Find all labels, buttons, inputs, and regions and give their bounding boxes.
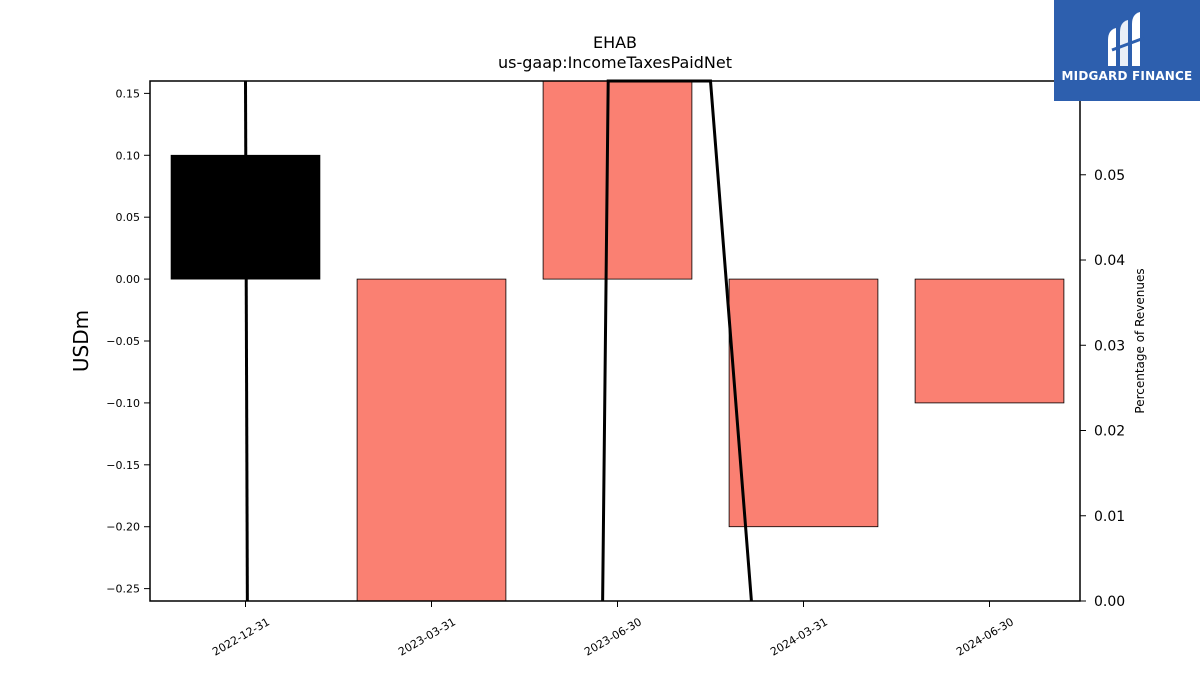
y2-tick-label: 0.02 — [1094, 424, 1125, 440]
bar-2023-06-30 — [542, 80, 693, 280]
y-tick-label: −0.05 — [106, 335, 140, 348]
y-tick-label: −0.20 — [106, 521, 140, 534]
x-tick-label: 2024-06-30 — [954, 615, 1016, 658]
y-tick-label: 0.05 — [116, 211, 141, 224]
y2-axis: 0.00 0.01 0.02 0.03 0.04 0.05 — [1080, 168, 1125, 610]
x-tick-label: 2023-03-31 — [396, 615, 458, 658]
y2-tick-label: 0.01 — [1094, 509, 1125, 525]
y2-axis-label: Percentage of Revenues — [1133, 268, 1147, 413]
y-axis-label: USDm — [69, 310, 93, 372]
y2-tick-label: 0.00 — [1094, 594, 1125, 610]
y-tick-label: −0.25 — [106, 583, 140, 596]
chart-subtitle: us-gaap:IncomeTaxesPaidNet — [498, 53, 732, 72]
y-tick-label: 0.15 — [116, 87, 141, 100]
bar-2023-03-31 — [356, 278, 507, 602]
bars-group — [170, 80, 1065, 602]
logo-mark-icon — [1108, 12, 1145, 66]
y-tick-label: −0.10 — [106, 397, 140, 410]
chart-title: EHAB — [593, 33, 637, 52]
x-tick-label: 2022-12-31 — [210, 615, 272, 658]
y2-tick-label: 0.03 — [1094, 338, 1125, 354]
y-axis: 0.15 0.10 0.05 0.00 −0.05 −0.10 −0.15 −0.20 −0.2… — [106, 87, 150, 596]
brand-logo: MIDGARD FINANCE — [1054, 0, 1200, 101]
logo-text: MIDGARD FINANCE — [1061, 69, 1193, 83]
y2-tick-label: 0.05 — [1094, 168, 1125, 184]
y-tick-label: 0.10 — [116, 149, 141, 162]
line-segment-0 — [244, 80, 249, 602]
x-tick-label: 2023-06-30 — [582, 615, 644, 658]
bar-2024-06-30 — [914, 278, 1065, 404]
y2-tick-label: 0.04 — [1094, 253, 1125, 269]
x-tick-label: 2024-03-31 — [768, 615, 830, 658]
y-tick-label: −0.15 — [106, 459, 140, 472]
y-tick-label: 0.00 — [116, 273, 141, 286]
x-axis: 2022-12-31 2023-03-31 2023-06-30 2024-03-31… — [210, 601, 1016, 659]
bar-2024-03-31 — [728, 278, 879, 528]
